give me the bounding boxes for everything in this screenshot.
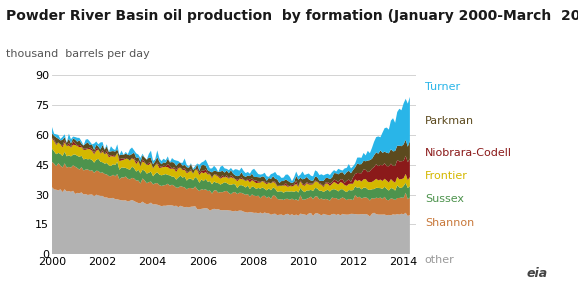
Text: thousand  barrels per day: thousand barrels per day [6, 49, 150, 59]
Text: Powder River Basin oil production  by formation (January 2000-March  2014): Powder River Basin oil production by for… [6, 9, 578, 23]
Text: Shannon: Shannon [425, 218, 474, 227]
Text: Niobrara-Codell: Niobrara-Codell [425, 148, 512, 158]
Text: Sussex: Sussex [425, 194, 464, 204]
Text: Parkman: Parkman [425, 116, 474, 126]
Text: other: other [425, 255, 454, 265]
Text: Turner: Turner [425, 82, 460, 92]
Text: Frontier: Frontier [425, 171, 468, 181]
Text: eia: eia [527, 267, 548, 280]
